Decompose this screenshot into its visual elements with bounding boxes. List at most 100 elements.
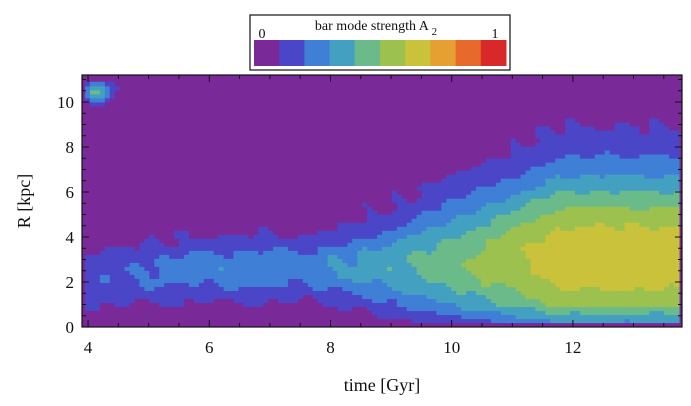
heatmap-cell	[362, 306, 368, 312]
heatmap-cell	[248, 186, 254, 191]
heatmap-cell	[208, 105, 215, 111]
heatmap-cell	[297, 226, 304, 231]
heatmap-cell	[441, 186, 447, 191]
heatmap-cell	[99, 222, 106, 227]
heatmap-cell	[446, 121, 452, 127]
heatmap-cell	[174, 109, 180, 115]
heatmap-cell	[292, 318, 299, 324]
heatmap-cell	[258, 250, 264, 255]
heatmap-cell	[332, 214, 339, 219]
heatmap-cell	[188, 246, 195, 251]
heatmap-cell	[471, 238, 477, 243]
heatmap-cell	[451, 105, 457, 111]
heatmap-cell	[104, 222, 111, 227]
heatmap-cell	[466, 314, 472, 320]
heatmap-cell	[139, 298, 146, 304]
heatmap-cell	[377, 137, 383, 143]
heatmap-cell	[134, 246, 141, 251]
heatmap-cell	[134, 121, 141, 127]
heatmap-cell	[154, 318, 160, 324]
heatmap-cell	[451, 234, 457, 239]
heatmap-cell	[362, 89, 368, 95]
heatmap-cell	[411, 198, 418, 203]
heatmap-cell	[480, 198, 487, 203]
heatmap-cell	[352, 210, 358, 215]
heatmap-cell	[406, 254, 413, 259]
heatmap-cell	[352, 129, 358, 135]
heatmap-cell	[342, 314, 348, 320]
heatmap-cell	[352, 238, 358, 243]
heatmap-cell	[243, 290, 249, 296]
heatmap-cell	[159, 314, 165, 320]
heatmap-cell	[238, 97, 245, 103]
heatmap-cell	[223, 306, 230, 312]
heatmap-cell	[139, 194, 146, 199]
heatmap-cell	[193, 125, 200, 131]
heatmap-cell	[396, 270, 403, 275]
heatmap-cell	[243, 282, 249, 287]
heatmap-cell	[480, 294, 487, 300]
heatmap-cell	[114, 145, 121, 151]
heatmap-cell	[258, 230, 264, 235]
heatmap-cell	[149, 270, 155, 275]
heatmap-cell	[169, 286, 175, 291]
heatmap-cell	[307, 182, 314, 187]
heatmap-cell	[327, 117, 334, 123]
heatmap-cell	[416, 109, 423, 115]
heatmap-cell	[218, 254, 225, 259]
heatmap-cell	[327, 278, 334, 283]
heatmap-cell	[154, 105, 160, 111]
heatmap-cell	[307, 166, 314, 171]
heatmap-cell	[109, 210, 116, 215]
heatmap-cell	[114, 314, 121, 320]
heatmap-cell	[129, 178, 136, 183]
heatmap-cell	[421, 137, 428, 143]
heatmap-cell	[332, 226, 339, 231]
heatmap-cell	[357, 234, 363, 239]
heatmap-cell	[401, 194, 408, 199]
heatmap-cell	[441, 314, 447, 320]
heatmap-cell	[149, 202, 155, 207]
heatmap-cell	[129, 222, 136, 227]
heatmap-cell	[421, 101, 428, 107]
heatmap-cell	[421, 113, 428, 119]
heatmap-cell	[451, 190, 457, 195]
heatmap-cell	[144, 314, 150, 320]
heatmap-cell	[312, 266, 319, 271]
heatmap-cell	[292, 294, 299, 300]
heatmap-cell	[124, 198, 131, 203]
heatmap-cell	[342, 234, 348, 239]
heatmap-cell	[164, 310, 170, 316]
heatmap-cell	[490, 266, 497, 271]
heatmap-cell	[283, 286, 289, 291]
heatmap-cell	[129, 270, 136, 275]
heatmap-cell	[302, 125, 309, 131]
heatmap-cell	[184, 113, 190, 119]
heatmap-cell	[99, 210, 106, 215]
heatmap-cell	[451, 117, 457, 123]
heatmap-cell	[144, 294, 150, 300]
heatmap-cell	[471, 230, 477, 235]
heatmap-cell	[164, 157, 170, 163]
heatmap-cell	[411, 270, 418, 275]
heatmap-cell	[431, 210, 438, 215]
heatmap-cell	[233, 198, 240, 203]
heatmap-cell	[421, 190, 428, 195]
heatmap-cell	[248, 166, 254, 171]
heatmap-cell	[431, 294, 438, 300]
heatmap-cell	[193, 178, 200, 183]
heatmap-cell	[134, 262, 141, 267]
heatmap-cell	[391, 282, 398, 287]
heatmap-cell	[480, 141, 487, 147]
heatmap-cell	[159, 286, 165, 291]
heatmap-cell	[312, 170, 319, 175]
heatmap-cell	[154, 101, 160, 107]
heatmap-cell	[248, 129, 254, 135]
heatmap-cell	[485, 290, 492, 296]
heatmap-cell	[144, 194, 150, 199]
heatmap-cell	[248, 266, 254, 271]
heatmap-cell	[159, 242, 165, 247]
heatmap-cell	[184, 190, 190, 195]
heatmap-cell	[451, 230, 457, 235]
heatmap-cell	[287, 97, 294, 103]
